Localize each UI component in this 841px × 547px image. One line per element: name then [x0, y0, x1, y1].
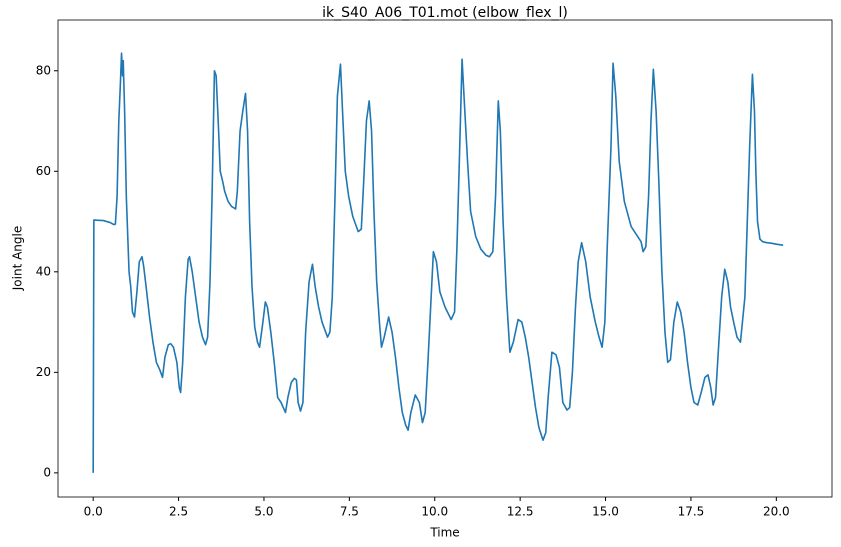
x-tick-label: 7.5: [340, 505, 359, 519]
chart-title: ik_S40_A06_T01.mot (elbow_flex_l): [322, 5, 568, 21]
y-tick-label: 40: [36, 264, 51, 278]
plot-frame: [57, 19, 833, 498]
x-tick-label: 10.0: [421, 505, 448, 519]
x-tick-label: 5.0: [254, 505, 273, 519]
y-tick-label: 20: [36, 365, 51, 379]
data-line: [92, 52, 784, 473]
y-tick-label: 0: [43, 465, 51, 479]
x-tick-label: 2.5: [169, 505, 188, 519]
x-tick-label: 20.0: [763, 505, 790, 519]
y-tick-label: 60: [36, 164, 51, 178]
x-tick-label: 15.0: [592, 505, 619, 519]
y-tick-label: 80: [36, 63, 51, 77]
x-axis-label: Time: [429, 526, 459, 540]
x-tick-label: 12.5: [507, 505, 534, 519]
x-tick-label: 17.5: [678, 505, 705, 519]
y-axis-label: Joint Angle: [11, 226, 25, 292]
x-tick-label: 0.0: [84, 505, 103, 519]
